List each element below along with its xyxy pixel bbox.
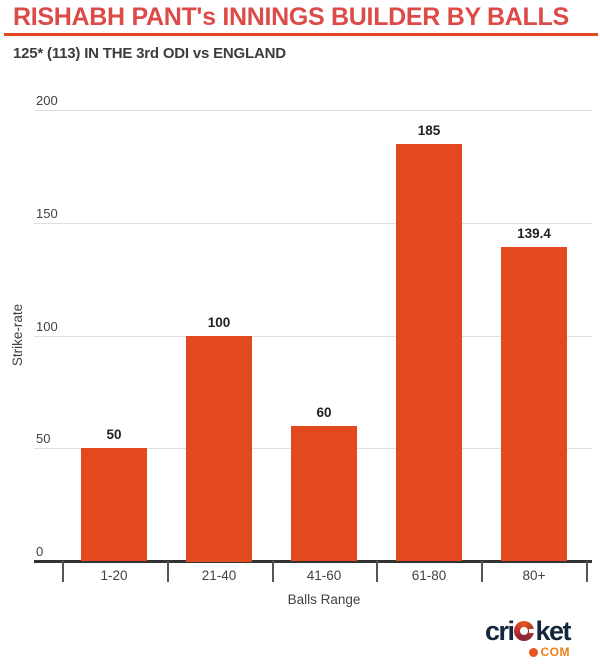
x-category-label-80+: 80+	[522, 568, 546, 583]
logo-text-left: cri	[484, 616, 515, 646]
y-tick-label-0: 0	[36, 544, 44, 559]
bar-41-60	[291, 426, 357, 561]
y-tick-label-100: 100	[36, 319, 58, 334]
bar-value-label-21-40: 100	[207, 315, 231, 330]
title-underline	[4, 33, 598, 36]
x-axis-line	[34, 560, 592, 563]
bar-21-40	[186, 336, 252, 562]
bar-value-label-1-20: 50	[106, 427, 122, 442]
x-category-label-61-80: 61-80	[411, 568, 447, 583]
gridline-y-100	[34, 336, 592, 337]
y-tick-label-200: 200	[36, 93, 58, 108]
chart-subtitle: 125* (113) IN THE 3rd ODI vs ENGLAND	[13, 45, 286, 62]
cricket-com-logo: cri ket COM	[450, 616, 572, 660]
bar-1-20	[81, 448, 147, 561]
cricket-ball-icon	[514, 621, 537, 641]
bar-value-label-41-60: 60	[316, 405, 332, 420]
chart-title: RISHABH PANT's INNINGS BUILDER BY BALLS	[13, 3, 569, 31]
x-category-label-21-40: 21-40	[201, 568, 237, 583]
x-axis-tick	[376, 561, 378, 582]
logo-text-right: ket	[535, 616, 571, 646]
x-category-label-41-60: 41-60	[306, 568, 342, 583]
logo-dot-icon	[528, 647, 538, 657]
bar-61-80	[396, 144, 462, 561]
x-axis-tick	[167, 561, 169, 582]
gridline-y-200	[34, 110, 592, 111]
bar-80+	[501, 247, 567, 561]
x-axis-tick	[586, 561, 588, 582]
x-category-label-1-20: 1-20	[100, 568, 128, 583]
x-axis-tick	[62, 561, 64, 582]
x-axis-tick	[272, 561, 274, 582]
y-axis-title: Strike-rate	[10, 303, 25, 367]
logo-domain-text: COM	[540, 645, 570, 659]
logo-wordmark: cri ket	[450, 616, 572, 646]
bar-value-label-80+: 139.4	[517, 226, 551, 241]
gridline-y-150	[34, 223, 592, 224]
x-axis-title: Balls Range	[287, 592, 361, 607]
logo-domain: COM	[450, 645, 570, 659]
y-tick-label-150: 150	[36, 206, 58, 221]
y-tick-label-50: 50	[36, 431, 51, 446]
x-axis-tick	[481, 561, 483, 582]
bar-value-label-61-80: 185	[417, 123, 441, 138]
